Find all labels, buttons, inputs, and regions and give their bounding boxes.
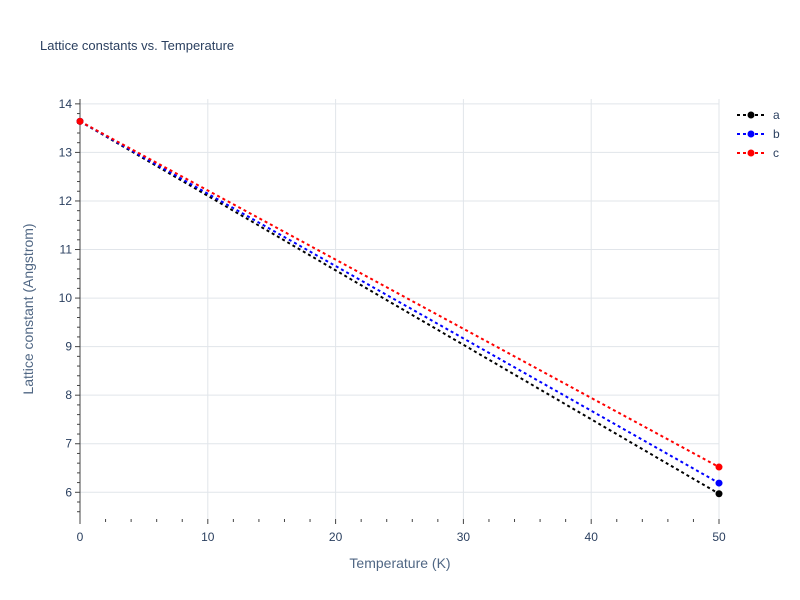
x-axis-title: Temperature (K) bbox=[349, 555, 450, 571]
legend-label-a: a bbox=[773, 108, 780, 122]
x-tick-label: 30 bbox=[457, 530, 471, 544]
series-line-c bbox=[79, 120, 720, 468]
y-tick-label: 13 bbox=[59, 145, 73, 159]
data-point-c bbox=[76, 117, 84, 125]
legend[interactable]: abc bbox=[737, 108, 780, 160]
data-point-c bbox=[715, 463, 723, 471]
legend-marker-a bbox=[747, 111, 755, 119]
legend-item-a[interactable]: a bbox=[737, 108, 780, 122]
series-line-b bbox=[79, 120, 720, 484]
y-tick-label: 7 bbox=[65, 437, 72, 451]
legend-item-c[interactable]: c bbox=[737, 146, 779, 160]
legend-marker-c bbox=[747, 149, 755, 157]
y-grid bbox=[80, 103, 719, 493]
legend-marker-b bbox=[747, 130, 755, 138]
x-tick-labels: 0 10 20 30 40 50 bbox=[77, 530, 726, 544]
y-tick-label: 8 bbox=[65, 388, 72, 402]
y-tick-label: 9 bbox=[65, 340, 72, 354]
data-point-a bbox=[715, 490, 723, 498]
y-tick-label: 14 bbox=[59, 97, 73, 111]
y-tick-label: 6 bbox=[65, 485, 72, 499]
x-tick-label: 0 bbox=[77, 530, 84, 544]
y-tick-label: 12 bbox=[59, 194, 73, 208]
legend-item-b[interactable]: b bbox=[737, 127, 780, 141]
legend-label-c: c bbox=[773, 146, 779, 160]
x-tick-label: 50 bbox=[712, 530, 726, 544]
legend-label-b: b bbox=[773, 127, 780, 141]
y-axis-title: Lattice constant (Angstrom) bbox=[20, 223, 36, 394]
series-layer bbox=[76, 117, 723, 498]
chart-title: Lattice constants vs. Temperature bbox=[40, 38, 234, 53]
x-minor-ticks bbox=[79, 519, 720, 524]
y-minor-ticks bbox=[75, 103, 80, 513]
x-tick-label: 20 bbox=[329, 530, 343, 544]
y-tick-label: 10 bbox=[59, 291, 73, 305]
x-tick-label: 10 bbox=[201, 530, 215, 544]
x-tick-label: 40 bbox=[585, 530, 599, 544]
y-tick-label: 11 bbox=[60, 243, 73, 257]
y-tick-labels: 6 7 8 9 10 11 12 13 14 bbox=[59, 97, 73, 499]
x-grid bbox=[207, 99, 720, 519]
data-point-b bbox=[715, 479, 723, 487]
